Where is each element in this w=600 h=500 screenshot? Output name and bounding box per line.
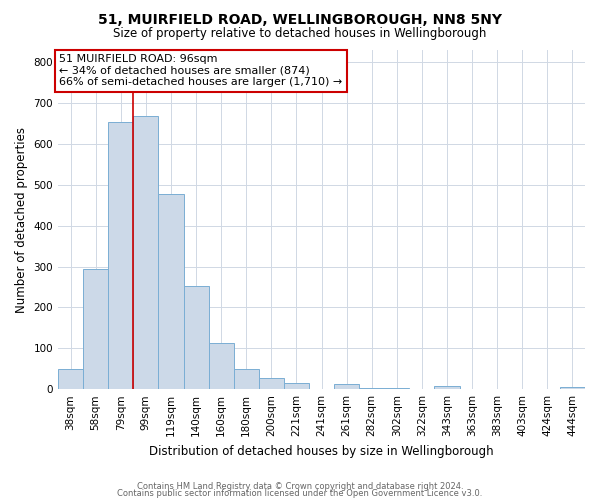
Bar	[233, 369, 259, 389]
Y-axis label: Number of detached properties: Number of detached properties	[15, 126, 28, 312]
Bar	[384, 388, 409, 389]
Bar	[560, 387, 585, 389]
Bar	[284, 382, 309, 389]
Bar	[434, 386, 460, 389]
Bar	[259, 378, 284, 389]
Text: Size of property relative to detached houses in Wellingborough: Size of property relative to detached ho…	[113, 28, 487, 40]
Bar	[133, 116, 158, 389]
Text: Contains HM Land Registry data © Crown copyright and database right 2024.: Contains HM Land Registry data © Crown c…	[137, 482, 463, 491]
Bar	[58, 369, 83, 389]
Text: 51 MUIRFIELD ROAD: 96sqm
← 34% of detached houses are smaller (874)
66% of semi-: 51 MUIRFIELD ROAD: 96sqm ← 34% of detach…	[59, 54, 343, 88]
Bar	[209, 343, 233, 389]
Bar	[108, 122, 133, 389]
Text: Contains public sector information licensed under the Open Government Licence v3: Contains public sector information licen…	[118, 488, 482, 498]
Bar	[184, 286, 209, 389]
Bar	[83, 268, 108, 389]
Bar	[359, 388, 384, 389]
Text: 51, MUIRFIELD ROAD, WELLINGBOROUGH, NN8 5NY: 51, MUIRFIELD ROAD, WELLINGBOROUGH, NN8 …	[98, 12, 502, 26]
X-axis label: Distribution of detached houses by size in Wellingborough: Distribution of detached houses by size …	[149, 444, 494, 458]
Bar	[334, 384, 359, 389]
Bar	[158, 194, 184, 389]
